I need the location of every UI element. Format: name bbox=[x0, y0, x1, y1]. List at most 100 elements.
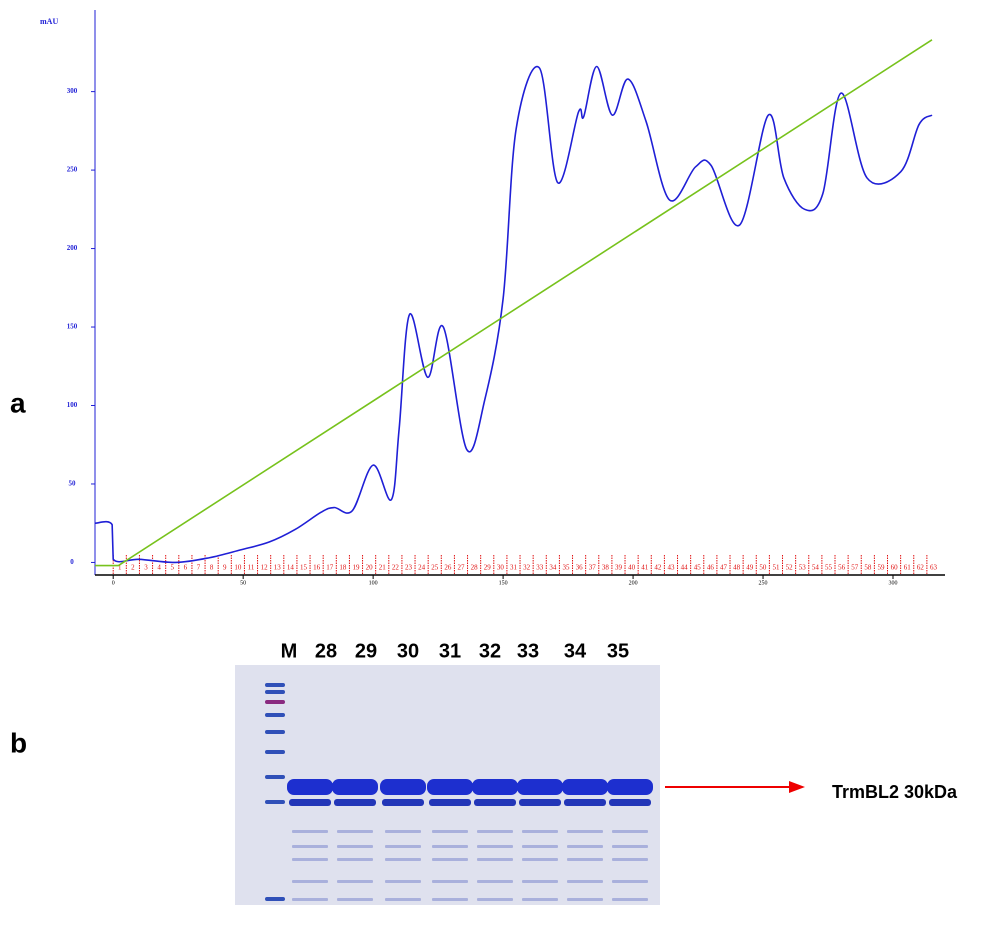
faint-band bbox=[385, 830, 421, 833]
x-tick-label: 150 bbox=[499, 580, 508, 586]
fraction-label: 18 bbox=[339, 564, 347, 572]
band bbox=[287, 779, 333, 795]
fraction-label: 40 bbox=[628, 564, 636, 572]
y-tick-label: 200 bbox=[67, 244, 78, 252]
band bbox=[519, 799, 561, 806]
fraction-label: 21 bbox=[379, 564, 387, 572]
faint-band bbox=[567, 858, 603, 861]
faint-band bbox=[522, 845, 558, 848]
faint-band bbox=[337, 830, 373, 833]
y-axis-label: mAU bbox=[40, 17, 58, 26]
fraction-label: 35 bbox=[562, 564, 570, 572]
band bbox=[607, 779, 653, 795]
lane-label: 34 bbox=[564, 640, 587, 662]
fraction-label: 24 bbox=[418, 564, 426, 572]
faint-band bbox=[477, 830, 513, 833]
fraction-label: 27 bbox=[457, 564, 465, 572]
band bbox=[517, 779, 563, 795]
fraction-label: 23 bbox=[405, 564, 413, 572]
fraction-label: 12 bbox=[261, 564, 269, 572]
y-tick-label: 250 bbox=[67, 166, 78, 174]
faint-band bbox=[385, 898, 421, 901]
fraction-label: 45 bbox=[694, 564, 702, 572]
faint-band bbox=[337, 858, 373, 861]
fraction-label: 6 bbox=[184, 564, 188, 572]
fraction-label: 39 bbox=[615, 564, 623, 572]
band bbox=[289, 799, 331, 806]
marker-band bbox=[265, 690, 285, 694]
arrow-head bbox=[789, 781, 805, 793]
band bbox=[609, 799, 651, 806]
faint-band bbox=[567, 880, 603, 883]
faint-band bbox=[477, 858, 513, 861]
x-tick-label: 50 bbox=[240, 580, 246, 586]
x-tick-label: 200 bbox=[629, 580, 638, 586]
band bbox=[429, 799, 471, 806]
faint-band bbox=[522, 830, 558, 833]
marker-band bbox=[265, 730, 285, 734]
band bbox=[564, 799, 606, 806]
faint-band bbox=[337, 898, 373, 901]
band bbox=[382, 799, 424, 806]
fraction-label: 57 bbox=[851, 564, 859, 572]
faint-band bbox=[385, 845, 421, 848]
x-tick-label: 250 bbox=[759, 580, 768, 586]
marker-band bbox=[265, 750, 285, 754]
marker-band bbox=[265, 713, 285, 717]
fraction-label: 5 bbox=[171, 564, 175, 572]
faint-band bbox=[567, 830, 603, 833]
marker-band bbox=[265, 700, 285, 704]
fraction-label: 31 bbox=[510, 564, 518, 572]
fraction-label: 7 bbox=[197, 564, 201, 572]
faint-band bbox=[522, 898, 558, 901]
faint-band bbox=[612, 880, 648, 883]
y-tick-label: 0 bbox=[70, 558, 74, 566]
marker-band bbox=[265, 683, 285, 687]
faint-band bbox=[477, 898, 513, 901]
fraction-label: 49 bbox=[746, 564, 754, 572]
faint-band bbox=[337, 880, 373, 883]
marker-band bbox=[265, 897, 285, 901]
fraction-label: 25 bbox=[431, 564, 439, 572]
faint-band bbox=[432, 845, 468, 848]
fraction-label: 30 bbox=[497, 564, 505, 572]
fraction-label: 51 bbox=[772, 564, 780, 572]
faint-band bbox=[385, 880, 421, 883]
faint-band bbox=[337, 845, 373, 848]
faint-band bbox=[432, 880, 468, 883]
fraction-label: 20 bbox=[366, 564, 374, 572]
faint-band bbox=[612, 845, 648, 848]
fraction-label: 17 bbox=[326, 564, 334, 572]
fraction-label: 29 bbox=[484, 564, 492, 572]
lane-label: 30 bbox=[397, 640, 419, 662]
fraction-label: 13 bbox=[274, 564, 282, 572]
y-tick-label: 100 bbox=[67, 401, 78, 409]
fraction-label: 33 bbox=[536, 564, 544, 572]
panel-label: b bbox=[10, 727, 27, 758]
fraction-label: 58 bbox=[864, 564, 872, 572]
band bbox=[380, 779, 426, 795]
fraction-label: 44 bbox=[681, 564, 689, 572]
faint-band bbox=[292, 880, 328, 883]
faint-band bbox=[292, 858, 328, 861]
band bbox=[562, 779, 608, 795]
fraction-label: 43 bbox=[667, 564, 675, 572]
faint-band bbox=[612, 830, 648, 833]
lane-label: M bbox=[281, 640, 298, 662]
band bbox=[332, 779, 378, 795]
y-tick-label: 50 bbox=[69, 480, 77, 488]
fraction-label: 41 bbox=[641, 564, 649, 572]
fraction-label: 22 bbox=[392, 564, 400, 572]
figure: a b mAU TrmBL2 30kDa 0501001502002503000… bbox=[0, 0, 990, 927]
marker-band bbox=[265, 775, 285, 779]
fraction-label: 37 bbox=[589, 564, 597, 572]
lane-label: 31 bbox=[439, 640, 461, 662]
fraction-label: 28 bbox=[471, 564, 479, 572]
faint-band bbox=[292, 830, 328, 833]
faint-band bbox=[612, 858, 648, 861]
fraction-label: 52 bbox=[786, 564, 794, 572]
fraction-label: 55 bbox=[825, 564, 833, 572]
fraction-label: 59 bbox=[877, 564, 885, 572]
fraction-label: 63 bbox=[930, 564, 938, 572]
faint-band bbox=[612, 898, 648, 901]
